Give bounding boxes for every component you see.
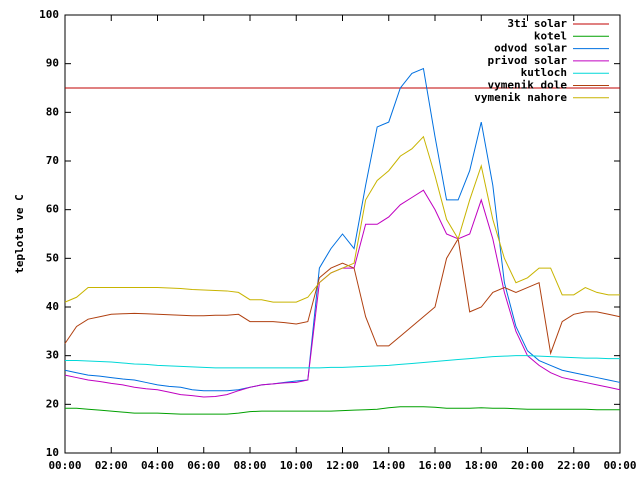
legend-label: vymenik dole xyxy=(488,79,568,92)
y-tick-label: 60 xyxy=(46,203,59,216)
y-tick-label: 80 xyxy=(46,105,59,118)
legend-label: 3ti solar xyxy=(507,17,567,30)
x-tick-label: 22:00 xyxy=(557,459,590,472)
y-axis-label: teplota ve C xyxy=(13,194,26,273)
series-line xyxy=(64,237,621,356)
legend-label: vymenik nahore xyxy=(474,91,567,104)
series-line xyxy=(64,189,621,398)
y-tick-label: 10 xyxy=(46,446,59,459)
x-tick-label: 08:00 xyxy=(233,459,266,472)
series-line xyxy=(64,135,620,303)
y-tick-label: 20 xyxy=(46,397,59,410)
x-tick-label: 00:00 xyxy=(603,459,636,472)
x-tick-label: 20:00 xyxy=(511,459,544,472)
legend-label: kutloch xyxy=(521,66,567,79)
y-tick-label: 30 xyxy=(46,349,59,362)
series-line xyxy=(64,67,621,392)
x-tick-label: 18:00 xyxy=(465,459,498,472)
y-tick-label: 40 xyxy=(46,300,59,313)
x-tick-label: 00:00 xyxy=(48,459,81,472)
x-tick-label: 02:00 xyxy=(95,459,128,472)
legend-label: kotel xyxy=(534,29,567,42)
series-line xyxy=(65,406,620,415)
y-tick-label: 50 xyxy=(46,251,59,264)
x-tick-label: 12:00 xyxy=(326,459,359,472)
x-tick-label: 06:00 xyxy=(187,459,220,472)
y-tick-label: 90 xyxy=(46,57,59,70)
y-tick-label: 70 xyxy=(46,154,59,167)
legend-label: odvod solar xyxy=(494,42,567,55)
y-tick-label: 100 xyxy=(39,8,59,21)
x-tick-label: 04:00 xyxy=(141,459,174,472)
series-line xyxy=(65,355,620,369)
legend-label: privod solar xyxy=(488,54,568,67)
x-tick-label: 16:00 xyxy=(418,459,451,472)
x-tick-label: 14:00 xyxy=(372,459,405,472)
x-tick-label: 10:00 xyxy=(280,459,313,472)
